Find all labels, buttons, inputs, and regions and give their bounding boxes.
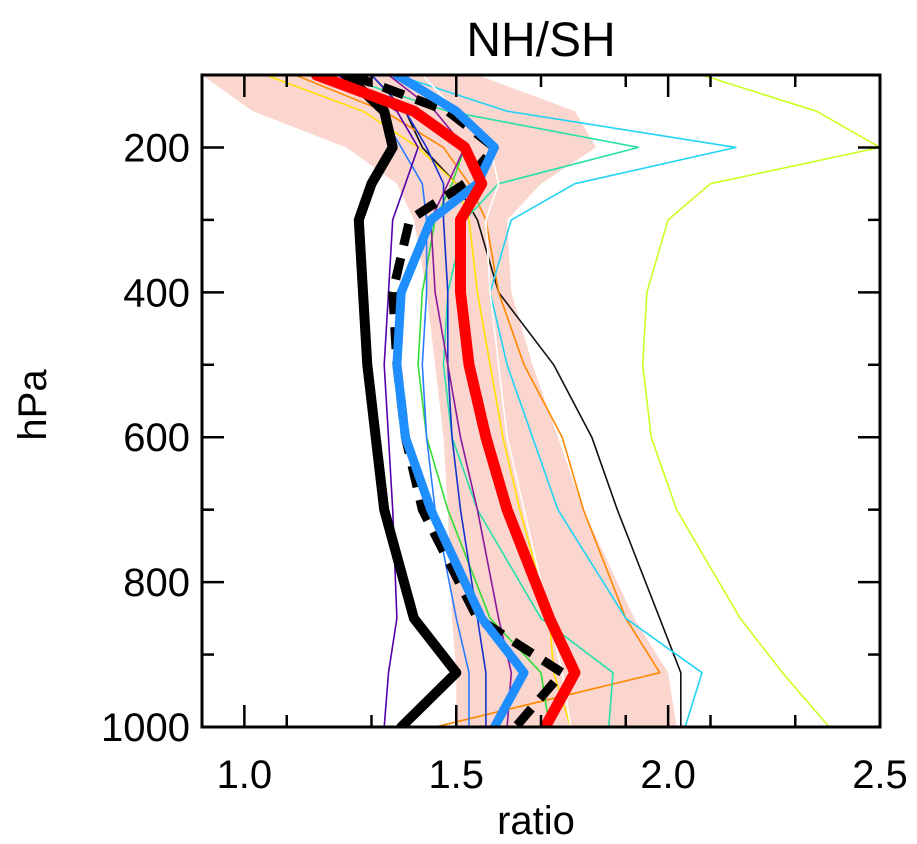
x-tick-labels: 1.0 1.5 2.0 2.5 (217, 753, 908, 797)
x-tick-label: 1.0 (217, 753, 273, 797)
y-tick-label: 400 (123, 271, 190, 315)
y-tick-label: 1000 (101, 706, 190, 750)
series-line-8 (396, 75, 737, 727)
series-line-1 (341, 75, 462, 727)
spread-band-area (202, 75, 677, 727)
plot-area (202, 75, 880, 727)
series-line-13 (349, 75, 470, 727)
x-axis-label: ratio (497, 799, 575, 843)
y-tick-labels: 200 400 600 800 1000 (101, 126, 190, 750)
series-line-5 (370, 75, 682, 727)
series-line-15 (336, 75, 419, 727)
series-line-7 (641, 75, 880, 727)
series-line-6 (294, 75, 661, 727)
series-lines (264, 75, 880, 727)
spread-band (202, 75, 677, 727)
chart-title: NH/SH (466, 14, 615, 67)
y-tick-label: 800 (123, 561, 190, 605)
x-tick-label: 1.5 (428, 753, 484, 797)
y-axis-label: hPa (11, 369, 55, 441)
series-line-14 (370, 75, 487, 727)
y-tick-label: 200 (123, 126, 190, 170)
x-tick-label: 2.0 (640, 753, 696, 797)
series-line-3 (310, 75, 581, 727)
y-tick-label: 600 (123, 416, 190, 460)
x-tick-label: 2.5 (852, 753, 908, 797)
series-line-4 (392, 75, 529, 727)
plot-frame (200, 73, 882, 729)
